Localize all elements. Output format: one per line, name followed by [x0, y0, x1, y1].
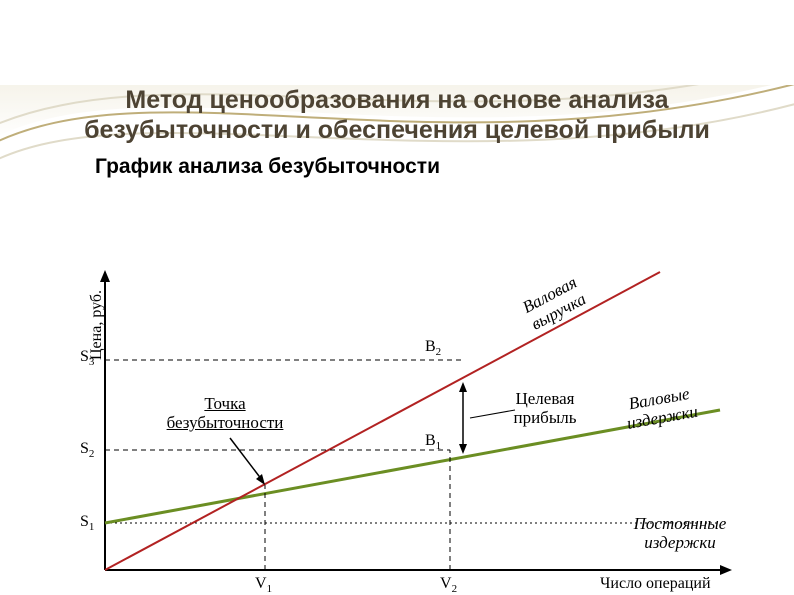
- x-axis-label: Число операций: [600, 575, 711, 593]
- tick-s2: S2: [80, 440, 94, 460]
- tick-v1: V1: [255, 575, 272, 595]
- breakeven-label: Точкабезубыточности: [150, 395, 300, 432]
- label-b1: B1: [425, 432, 441, 452]
- tick-s1: S1: [80, 513, 94, 533]
- target-profit-label: Целеваяприбыль: [490, 390, 600, 427]
- chart-subtitle: График анализа безубыточности: [95, 155, 794, 179]
- breakeven-chart: Цена, руб. Число операций S3 S2 S1 V1 V2…: [70, 270, 750, 595]
- tick-v2: V2: [440, 575, 457, 595]
- tick-s3: S3: [80, 348, 94, 368]
- fixed-cost-line-label: Постоянныеиздержки: [615, 515, 745, 552]
- label-b2: B2: [425, 338, 441, 358]
- slide-title: Метод ценообразования на основе анализа …: [0, 85, 794, 145]
